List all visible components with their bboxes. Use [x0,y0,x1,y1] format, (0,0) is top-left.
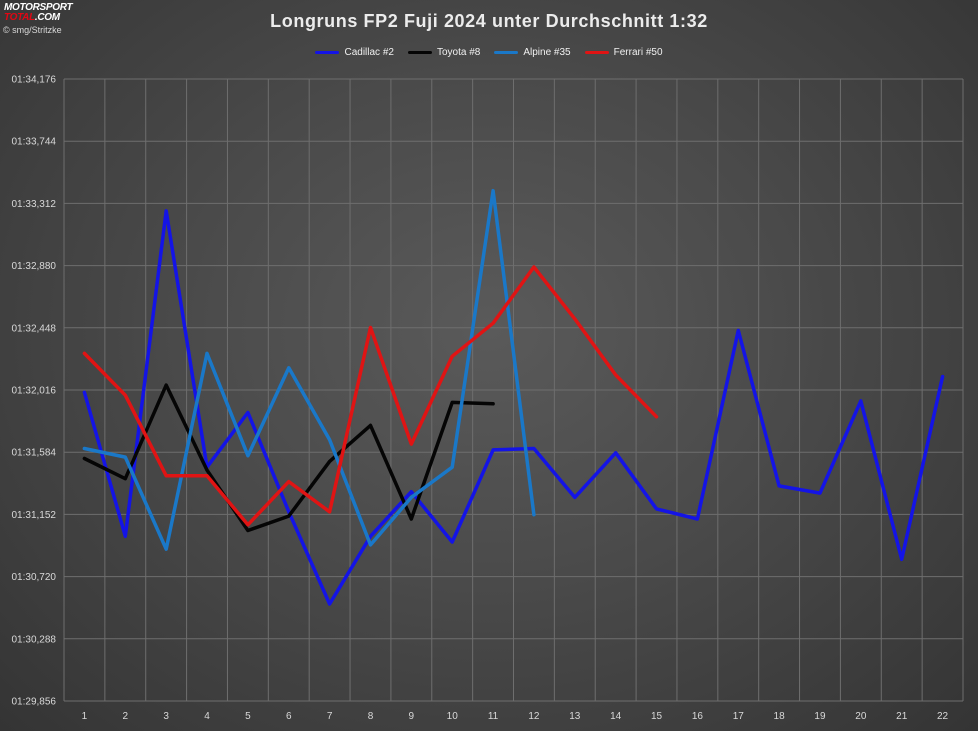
x-tick-label: 13 [569,711,581,722]
x-tick-label: 3 [163,711,169,722]
legend-label: Toyota #8 [436,47,481,58]
y-tick-label: 01:33,744 [12,137,57,148]
x-tick-label: 6 [286,711,292,722]
y-tick-label: 01:33,312 [12,199,57,210]
chart-legend: Cadillac #2 Toyota #8 Alpine #35 Ferrari #5… [0,47,978,58]
x-tick-label: 8 [368,711,374,722]
series-line-cadillac-2 [82,209,945,606]
y-tick-label: 01:34,176 [12,75,57,86]
logo-line-2-main: TOTAL [4,12,35,23]
series-line-alpine-35 [82,188,536,551]
x-tick-label: 5 [245,711,251,722]
x-tick-label: 14 [610,711,622,722]
x-tick-label: 15 [651,711,663,722]
logo-line-2: TOTAL.COM [4,13,66,23]
x-tick-label: 17 [733,711,745,722]
legend-item: Toyota #8 [407,47,481,58]
x-tick-label: 21 [896,711,908,722]
x-tick-label: 18 [774,711,786,722]
x-tick-label: 1 [82,711,88,722]
y-axis-ticks: 01:29,856 01:30,288 01:30,720 01:31,152 01:3… [12,75,57,708]
series-lines [82,188,945,606]
x-tick-label: 10 [447,711,459,722]
motorsport-total-logo: MOTORSPORT TOTAL.COM [4,2,73,37]
y-tick-label: 01:32,448 [12,323,57,334]
y-tick-label: 01:32,016 [12,386,57,397]
y-tick-label: 01:30,288 [12,634,57,645]
x-tick-label: 20 [855,711,867,722]
x-tick-label: 11 [488,711,499,722]
logo-line-1: MOTORSPORT [4,2,73,13]
legend-swatch [407,51,432,54]
x-tick-label: 4 [204,711,210,722]
legend-swatch [584,51,609,54]
series-line-toyota-8 [82,383,495,533]
y-tick-label: 01:29,856 [12,697,57,708]
x-tick-label: 9 [409,711,415,722]
y-tick-label: 01:30,720 [12,572,57,583]
legend-item: Cadillac #2 [315,47,394,58]
x-tick-label: 2 [123,711,129,722]
legend-item: Ferrari #50 [584,47,663,58]
x-tick-label: 19 [814,711,826,722]
x-tick-label: 22 [937,711,949,722]
chart-title: Longruns FP2 Fuji 2024 unter Durchschnit… [270,11,708,31]
legend-label: Alpine #35 [523,47,571,58]
y-tick-label: 01:31,152 [12,510,57,521]
logo-line-2-suffix: .COM [34,12,60,23]
legend-label: Cadillac #2 [344,47,394,58]
x-tick-label: 16 [692,711,704,722]
legend-item: Alpine #35 [494,47,571,58]
x-axis-ticks: 1 2 3 4 5 6 7 8 9 10 11 12 13 14 15 16 17 18 19 20 21 22 [82,711,949,722]
chart-grid [63,78,964,702]
x-tick-label: 7 [327,711,333,722]
y-tick-label: 01:32,880 [12,261,57,272]
legend-label: Ferrari #50 [613,47,663,58]
photo-credit: © smg/Stritzke [3,25,62,35]
x-tick-label: 12 [528,711,540,722]
series-line-ferrari-50 [82,265,659,527]
y-tick-label: 01:31,584 [12,448,57,459]
legend-swatch [494,51,519,54]
legend-swatch [315,51,340,54]
